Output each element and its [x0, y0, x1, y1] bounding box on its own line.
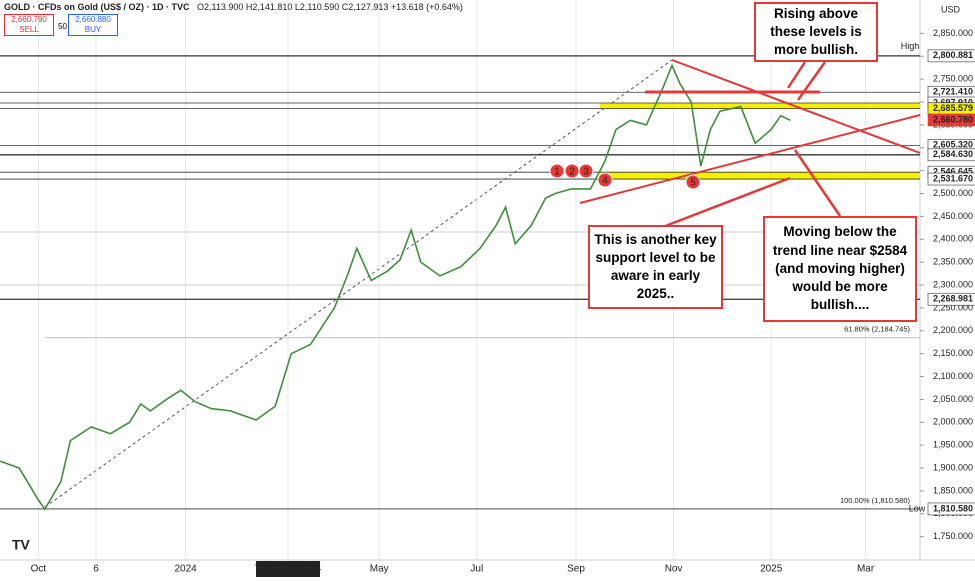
arrow — [786, 61, 807, 89]
price-label: 2,721.410 — [933, 87, 973, 97]
ohlc: O2,113.900 H2,141.810 L2,110.590 C2,127.… — [197, 2, 463, 12]
marker-label: 3 — [583, 167, 589, 178]
price-label-bg — [927, 49, 975, 63]
sell-button[interactable]: 2,660.790 SELL — [4, 14, 54, 36]
x-tick-label: Jul — [470, 564, 483, 575]
buy-price: 2,660.880 — [75, 15, 111, 24]
x-tick-label: Oct — [31, 564, 47, 575]
y-tick-label: 2,000.000 — [933, 417, 973, 427]
x-tick-label: Nov — [665, 564, 683, 575]
x-tick-label: 2024 — [174, 564, 197, 575]
sell-price: 2,660.790 — [11, 15, 47, 24]
price-label: 1,810.580 — [933, 503, 973, 513]
x-tick-label: Sep — [567, 564, 585, 575]
high-label: High — [901, 41, 920, 51]
spread: 50 — [58, 22, 67, 31]
y-tick-label: 2,100.000 — [933, 371, 973, 381]
price-label: 2,800.881 — [933, 50, 973, 60]
y-tick-label: 2,400.000 — [933, 234, 973, 244]
currency: USD — [941, 4, 961, 14]
price-line — [0, 63, 791, 511]
marker-label: 4 — [602, 176, 608, 187]
title: GOLD · CFDs on Gold (US$ / OZ) · 1D · TV… — [4, 2, 190, 12]
trend-line — [671, 59, 921, 154]
y-tick-label: 1,950.000 — [933, 440, 973, 450]
fib-trend — [44, 59, 673, 508]
y-tick-label: 2,450.000 — [933, 211, 973, 221]
y-tick-label: 2,300.000 — [933, 279, 973, 289]
annotation: Rising above these levels is more bullis… — [754, 2, 878, 62]
low-label: Low — [909, 503, 926, 513]
buy-button[interactable]: 2,660.880 BUY — [68, 14, 118, 36]
price-label: 2,584.630 — [933, 149, 973, 159]
arrow — [793, 149, 842, 217]
price-label: 2,546.645 — [933, 167, 973, 177]
annotation: Moving below the trend line near $2584 (… — [763, 216, 917, 322]
header: GOLD · CFDs on Gold (US$ / OZ) · 1D · TV… — [4, 2, 463, 12]
x-tick-label: Mar — [857, 564, 875, 575]
y-tick-label: 2,150.000 — [933, 348, 973, 358]
marker-dot — [597, 172, 613, 188]
marker-label: 5 — [690, 178, 696, 189]
fib-label: 100.00% (1,810.580) — [840, 496, 911, 505]
x-tick-label: 2025 — [760, 564, 783, 575]
arrow — [796, 61, 827, 101]
price-label: 2,685.579 — [933, 103, 973, 113]
y-tick-label: 2,200.000 — [933, 325, 973, 335]
marker-label: 1 — [554, 167, 560, 178]
arrow — [654, 176, 791, 232]
y-tick-label: 2,350.000 — [933, 257, 973, 267]
price-label: 2,531.670 — [933, 173, 973, 183]
crosshair-label-bg — [256, 561, 320, 577]
x-tick-label: 6 — [93, 564, 99, 575]
y-tick-label: 2,250.000 — [933, 302, 973, 312]
y-tick-label: 1,850.000 — [933, 485, 973, 495]
fib-label: 61.80% (2,184.745) — [844, 325, 910, 334]
y-tick-label: 1,900.000 — [933, 462, 973, 472]
zone — [600, 172, 920, 180]
buy-label: BUY — [84, 25, 102, 34]
price-label: 2,268.981 — [933, 294, 973, 304]
x-tick-label: May — [370, 564, 389, 575]
price-label-bg — [927, 292, 975, 306]
x-tick-label: Tue 05 Mar '24 — [255, 564, 322, 575]
y-tick-label: 2,850.000 — [933, 28, 973, 38]
annotation: This is another key support level to be … — [588, 225, 723, 309]
y-tick-label: 2,750.000 — [933, 74, 973, 84]
price-label: 2,660.780 — [933, 114, 973, 124]
price-label-bg — [927, 502, 975, 516]
marker-dot — [578, 163, 594, 179]
zone — [600, 102, 920, 109]
price-label-bg — [927, 148, 975, 162]
price-label-bg — [927, 113, 975, 127]
y-tick-label: 2,050.000 — [933, 394, 973, 404]
price-label: 2,605.320 — [933, 140, 973, 150]
trend-line — [579, 114, 921, 204]
sell-label: SELL — [19, 25, 39, 34]
price-label-bg — [927, 172, 975, 186]
y-tick-label: 1,750.000 — [933, 531, 973, 541]
marker-label: 2 — [569, 167, 575, 178]
y-tick-label: 2,500.000 — [933, 188, 973, 198]
marker-dot — [685, 174, 701, 190]
logo: TV — [12, 537, 31, 553]
marker-dot — [549, 163, 565, 179]
